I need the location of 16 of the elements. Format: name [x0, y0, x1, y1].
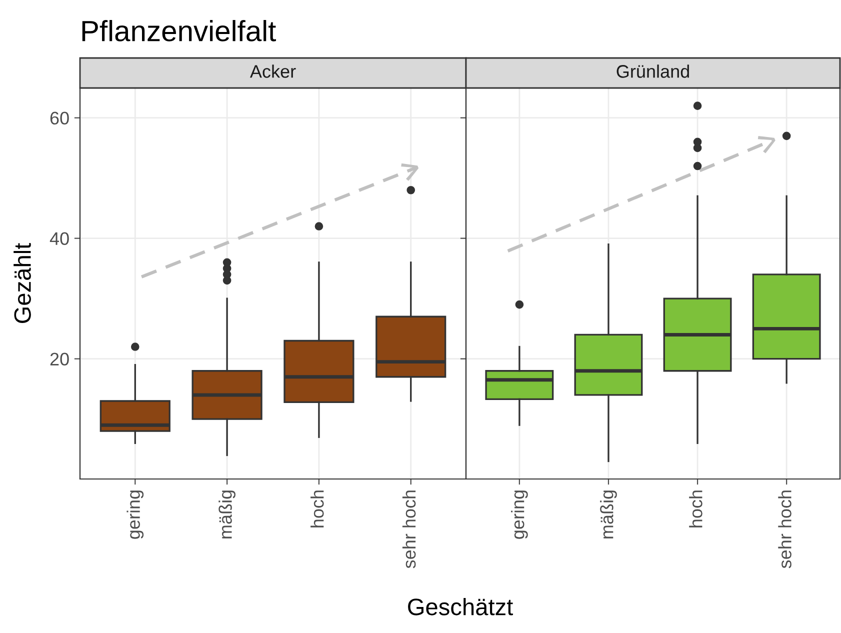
x-tick-label: sehr hoch	[402, 490, 416, 568]
x-tick-label: gering	[126, 490, 144, 539]
x-tick-label: mäßig	[218, 490, 236, 538]
x-tick-label: mäßig	[600, 490, 617, 538]
y-tick-label: 40	[50, 232, 69, 246]
y-tick-label: 20	[50, 352, 69, 366]
x-tick-label: hoch	[689, 490, 702, 528]
x-axis-title: Geschätzt	[408, 598, 513, 616]
x-tick-label: gering	[511, 490, 528, 539]
text: Pflanzenvielfalt	[82, 20, 276, 42]
y-tick-label: 60	[50, 112, 69, 125]
chart-title: Acker	[250, 64, 296, 78]
chart-title: Grünland	[616, 64, 689, 78]
y-axis-title: Gezählt	[14, 242, 31, 323]
x-tick-label: sehr hoch	[778, 490, 792, 568]
x-tick-label: hoch	[310, 490, 324, 528]
